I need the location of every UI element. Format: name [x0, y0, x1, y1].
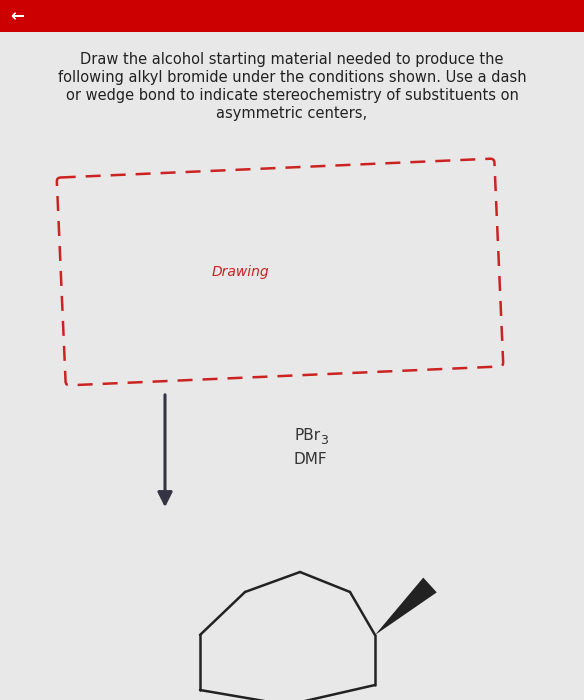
Text: Draw the alcohol starting material needed to produce the: Draw the alcohol starting material neede… — [80, 52, 504, 67]
Bar — [0, 0, 584, 32]
Text: PBr: PBr — [295, 428, 321, 442]
Text: ←: ← — [10, 7, 24, 25]
Text: following alkyl bromide under the conditions shown. Use a dash: following alkyl bromide under the condit… — [58, 70, 526, 85]
Text: asymmetric centers,: asymmetric centers, — [217, 106, 367, 121]
Text: Drawing: Drawing — [211, 265, 269, 279]
Polygon shape — [375, 578, 437, 635]
Text: DMF: DMF — [293, 452, 327, 468]
Text: 3: 3 — [320, 433, 328, 447]
Text: or wedge bond to indicate stereochemistry of substituents on: or wedge bond to indicate stereochemistr… — [65, 88, 519, 103]
